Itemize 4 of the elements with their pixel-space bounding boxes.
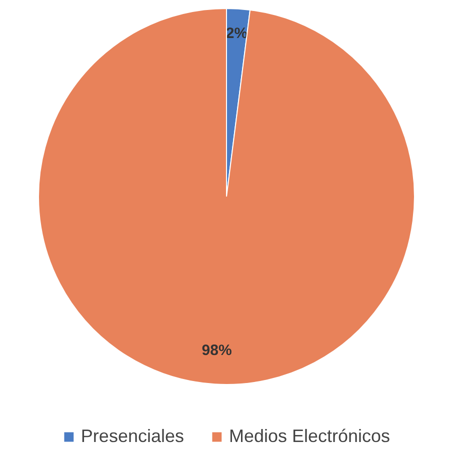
data-label: 2% xyxy=(226,24,248,42)
legend-label: Medios Electrónicos xyxy=(228,426,390,447)
legend-label: Presenciales xyxy=(80,426,184,447)
data-label: 98% xyxy=(202,342,232,359)
